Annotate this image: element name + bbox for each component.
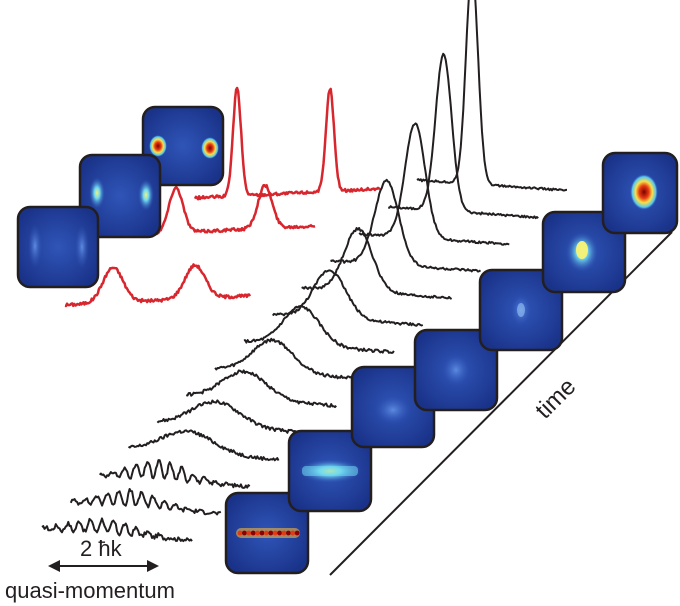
black-traces <box>41 0 567 543</box>
panel-3 <box>350 365 436 449</box>
lattice-dot <box>281 530 287 536</box>
black-trace <box>416 0 567 192</box>
left-panels <box>16 105 225 289</box>
black-trace <box>329 178 482 273</box>
time-panels <box>224 151 679 575</box>
panel-7 <box>601 151 679 235</box>
lattice-dot <box>277 530 282 536</box>
left-panel-1 <box>16 205 100 289</box>
panel-2 <box>287 429 373 513</box>
lattice-dot <box>294 530 300 536</box>
lattice-dot <box>264 530 269 536</box>
lattice-dot <box>286 530 291 536</box>
panel-6 <box>541 210 627 294</box>
black-trace <box>185 369 337 409</box>
black-trace <box>387 52 539 220</box>
lattice-dot <box>272 530 278 536</box>
red-traces <box>64 86 381 308</box>
x-axis-label: quasi-momentum <box>5 578 175 603</box>
black-trace <box>41 517 193 543</box>
scale-bar <box>48 560 159 572</box>
panel-1 <box>224 491 310 575</box>
lattice-dot <box>246 530 252 536</box>
lattice-dot <box>242 530 247 536</box>
red-trace <box>64 263 252 308</box>
black-trace <box>358 122 510 246</box>
black-trace <box>214 337 366 381</box>
lattice-dot <box>250 530 256 536</box>
black-trace <box>127 429 280 462</box>
panel-5 <box>478 268 564 352</box>
black-trace <box>98 459 251 489</box>
left-panel-2 <box>78 153 162 239</box>
red-trace <box>128 183 316 238</box>
black-trace <box>243 304 395 354</box>
black-trace <box>271 269 424 327</box>
black-trace <box>156 399 309 436</box>
lattice-dot <box>237 530 243 536</box>
lattice-dot <box>290 530 296 536</box>
scale-bar-label: 2 ħk <box>80 536 123 561</box>
black-trace <box>301 227 453 300</box>
red-trace <box>193 86 381 201</box>
lattice-dot <box>268 530 274 536</box>
time-axis-label: time <box>530 373 581 424</box>
lattice-dot <box>259 530 265 536</box>
left-panel-3 <box>141 105 225 187</box>
panel-4 <box>413 328 499 412</box>
lattice-dot <box>255 530 260 536</box>
black-trace <box>69 488 222 516</box>
